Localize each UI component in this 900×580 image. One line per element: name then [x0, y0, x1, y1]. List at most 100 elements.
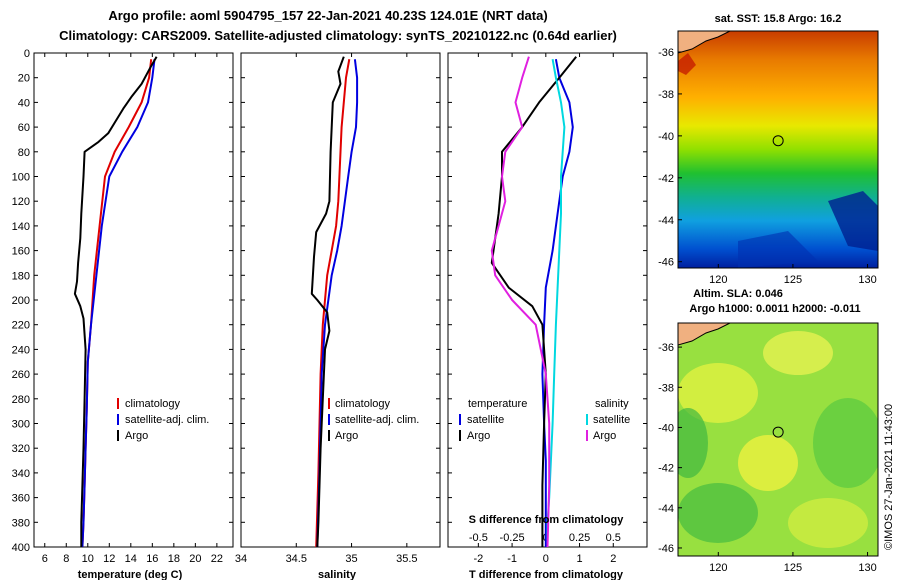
- x-tick-label: 20: [189, 553, 201, 565]
- sla-map: Altim. SLA: 0.046 Argo h1000: 0.0011 h20…: [658, 288, 879, 574]
- sst-map-title: sat. SST: 15.8 Argo: 16.2: [715, 13, 842, 25]
- legend-satellite-label: satellite-adj. clim.: [125, 414, 209, 426]
- salinity-ticks: 34 34.5 35 35.5: [235, 52, 440, 565]
- legend-climatology-label: climatology: [125, 398, 181, 410]
- depth-tick-label: 100: [12, 172, 30, 184]
- difference-top-xlabel: S difference from climatology: [469, 514, 625, 526]
- legend-temp-argo-label: Argo: [467, 430, 490, 442]
- lat-tick-label: -40: [658, 131, 674, 143]
- salinity-plot-frame: [240, 52, 441, 548]
- top-x-tick-label: -0.5: [469, 532, 488, 544]
- difference-lines: [490, 56, 577, 548]
- lat-tick-label: -44: [658, 503, 674, 515]
- lat-tick-label: -42: [658, 463, 674, 475]
- series-line-temperature-satellite: [541, 59, 574, 547]
- depth-tick-label: 140: [12, 221, 30, 233]
- depth-tick-label: 340: [12, 468, 30, 480]
- series-line-salinity-argo: [490, 56, 551, 548]
- sla-land: [678, 323, 731, 346]
- legend-climatology-label: climatology: [335, 398, 391, 410]
- legend-argo-swatch: [328, 430, 330, 441]
- series-line-argo: [310, 56, 345, 548]
- depth-tick-label: 120: [12, 196, 30, 208]
- sla-argo-marker: [772, 426, 784, 438]
- sla-anomaly: [738, 435, 798, 491]
- difference-legend: temperature salinity satellite Argo sate…: [459, 398, 630, 442]
- sla-map-ticks: -36 -38 -40 -42 -44 -46 120 125 130: [658, 342, 877, 574]
- temperature-legend: climatology satellite-adj. clim. Argo: [117, 398, 209, 442]
- x-tick-label: 34.5: [286, 553, 307, 565]
- sst-cold-patch: [738, 231, 818, 268]
- legend-sal-satellite-label: satellite: [593, 414, 630, 426]
- temperature-panel: 0 20 40 60 80 100 120 140 160 180 200 220 240 260 280 3…: [12, 48, 234, 580]
- lat-tick-label: -42: [658, 173, 674, 185]
- lat-tick-label: -38: [658, 89, 674, 101]
- legend-sal-argo-label: Argo: [593, 430, 616, 442]
- sla-anomaly: [678, 483, 758, 543]
- legend-temperature-header: temperature: [468, 398, 527, 410]
- x-tick-label: 35.5: [396, 553, 417, 565]
- sst-map-frame: [677, 30, 879, 269]
- sla-anomaly: [763, 331, 833, 375]
- lon-tick-label: 120: [709, 562, 727, 574]
- legend-climatology-swatch: [328, 398, 330, 409]
- x-tick-label: 22: [211, 553, 223, 565]
- depth-tick-label: 0: [24, 48, 30, 60]
- x-tick-label: 14: [125, 553, 137, 565]
- depth-tick-label: 320: [12, 443, 30, 455]
- depth-tick-label: 280: [12, 394, 30, 406]
- x-tick-label: 8: [63, 553, 69, 565]
- temperature-plot-frame: [33, 52, 234, 548]
- legend-climatology-swatch: [117, 398, 119, 409]
- depth-tick-label: 80: [18, 147, 30, 159]
- sst-map-ticks: -36 -38 -40 -42 -44 -46 120 125 130: [658, 47, 877, 286]
- lat-tick-label: -38: [658, 382, 674, 394]
- lon-tick-label: 125: [784, 274, 802, 286]
- depth-tick-label: 160: [12, 246, 30, 258]
- depth-tick-label: 200: [12, 295, 30, 307]
- difference-plot-frame: [447, 52, 648, 548]
- sst-cold-patch: [828, 191, 878, 251]
- lat-tick-label: -46: [658, 543, 674, 555]
- x-tick-label: 34: [235, 553, 247, 565]
- depth-tick-label: 40: [18, 97, 30, 109]
- sla-anomaly: [678, 408, 708, 478]
- sla-anomaly: [678, 363, 758, 423]
- lat-tick-label: -44: [658, 215, 674, 227]
- legend-argo-swatch: [117, 430, 119, 441]
- depth-tick-label: 400: [12, 542, 30, 554]
- sla-anomaly: [788, 498, 868, 548]
- legend-argo-label: Argo: [125, 430, 148, 442]
- lat-tick-label: -36: [658, 47, 674, 59]
- depth-tick-label: 180: [12, 270, 30, 282]
- x-tick-label: -2: [473, 553, 483, 565]
- sla-map-title-2: Argo h1000: 0.0011 h2000: -0.011: [689, 303, 860, 315]
- series-line-satellite-adj-clim-: [81, 59, 156, 548]
- depth-tick-label: 20: [18, 73, 30, 85]
- salinity-legend: climatology satellite-adj. clim. Argo: [328, 398, 419, 442]
- depth-tick-label: 60: [18, 122, 30, 134]
- title-line-1: Argo profile: aoml 5904795_157 22-Jan-20…: [108, 8, 547, 23]
- top-x-tick-label: 0.25: [569, 532, 590, 544]
- legend-salinity-header: salinity: [595, 398, 629, 410]
- difference-xlabel: T difference from climatology: [469, 569, 624, 580]
- depth-tick-label: 360: [12, 493, 30, 505]
- lat-tick-label: -40: [658, 422, 674, 434]
- series-line-argo: [73, 56, 158, 547]
- x-tick-label: 2: [610, 553, 616, 565]
- legend-temp-satellite-label: satellite: [467, 414, 504, 426]
- lon-tick-label: 130: [858, 274, 876, 286]
- sst-map-image: [678, 31, 878, 268]
- x-tick-label: 16: [146, 553, 158, 565]
- x-tick-label: 0: [543, 553, 549, 565]
- top-x-tick-label: -0.25: [500, 532, 525, 544]
- lon-tick-label: 120: [709, 274, 727, 286]
- x-tick-label: -1: [507, 553, 517, 565]
- depth-tick-label: 260: [12, 369, 30, 381]
- sst-argo-marker: [772, 135, 784, 147]
- legend-argo-label: Argo: [335, 430, 358, 442]
- sst-warm-patch: [678, 53, 696, 75]
- title-line-2: Climatology: CARS2009. Satellite-adjuste…: [59, 28, 617, 43]
- credit-text: ©IMOS 27-Jan-2021 11:43:00: [883, 404, 895, 550]
